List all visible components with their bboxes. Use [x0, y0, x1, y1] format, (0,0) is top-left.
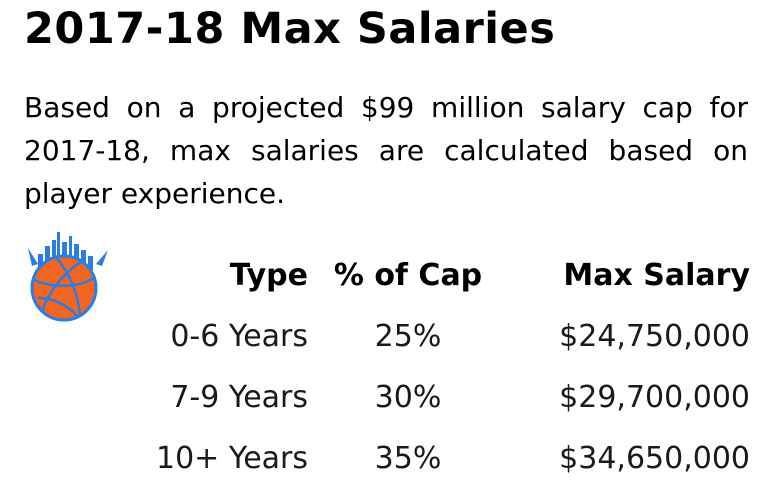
cell-type: 0-6 Years	[170, 319, 308, 354]
cell-type: 10+ Years	[156, 441, 308, 476]
max-salary-table: Type % of Cap Max Salary 0-6 Years 25% $…	[130, 245, 750, 489]
intro-paragraph: Based on a projected $99 million salary …	[24, 91, 748, 210]
col-header-max-salary: Max Salary	[563, 258, 750, 293]
cell-pct: 35%	[374, 441, 442, 476]
cell-max: $34,650,000	[559, 441, 750, 476]
table-header-row: Type % of Cap Max Salary	[130, 245, 750, 306]
basketball-skyline-logo-icon	[28, 232, 108, 322]
table-row: 0-6 Years 25% $24,750,000	[130, 306, 750, 367]
cell-type: 7-9 Years	[170, 380, 308, 415]
table-row: 7-9 Years 30% $29,700,000	[130, 367, 750, 428]
page-title: 2017-18 Max Salaries	[24, 4, 556, 54]
col-header-type: Type	[229, 258, 308, 293]
cell-max: $24,750,000	[559, 319, 750, 354]
col-header-pct-of-cap: % of Cap	[333, 258, 483, 293]
cell-max: $29,700,000	[559, 380, 750, 415]
cell-pct: 30%	[374, 380, 442, 415]
table-row: 10+ Years 35% $34,650,000	[130, 428, 750, 489]
cell-pct: 25%	[374, 319, 442, 354]
